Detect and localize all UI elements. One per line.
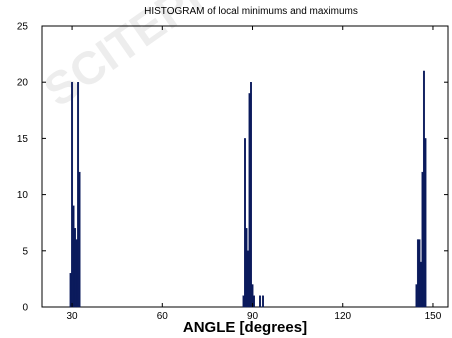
x-tick-label: 30 xyxy=(67,311,79,322)
y-tick-label: 15 xyxy=(17,134,29,145)
histogram-bar xyxy=(74,228,77,308)
watermark-stamp: SCITEPRESS xyxy=(34,0,303,117)
histogram-bar xyxy=(421,171,424,308)
x-axis-label: ANGLE [degrees] xyxy=(183,319,307,336)
histogram-bar xyxy=(69,273,72,308)
histogram-bar xyxy=(253,295,255,308)
x-tick-label: 150 xyxy=(425,311,442,322)
y-tick-label: 0 xyxy=(22,303,28,314)
histogram-bar xyxy=(242,295,245,308)
histogram-bar xyxy=(77,81,80,308)
ticks-layer: 30 60 90 120 150 0 5 10 15 20 25 xyxy=(17,22,448,322)
histogram-bar xyxy=(262,295,264,308)
histogram-bar xyxy=(418,239,421,308)
histogram-bar xyxy=(422,70,425,308)
y-tick-label: 10 xyxy=(17,190,29,201)
x-tick-label: 90 xyxy=(247,311,259,322)
histogram-bar xyxy=(78,171,81,308)
histogram-bar xyxy=(415,284,418,308)
y-tick-label: 20 xyxy=(17,78,29,89)
histogram-bar xyxy=(250,81,252,308)
histogram-bar xyxy=(245,228,248,308)
histogram-bar xyxy=(424,138,427,308)
histogram-bar xyxy=(244,138,246,308)
histogram-bar xyxy=(71,81,74,308)
x-tick-label: 120 xyxy=(334,311,351,322)
bars-layer xyxy=(69,70,427,308)
chart-title: HISTOGRAM of local minimums and maximums xyxy=(144,6,358,17)
histogram-bar xyxy=(72,205,75,308)
histogram-bar xyxy=(75,239,78,308)
histogram-bar xyxy=(416,239,419,308)
svg-text:SCITEPRESS: SCITEPRESS xyxy=(34,0,303,117)
y-tick-label: 5 xyxy=(22,246,28,257)
y-tick-label: 25 xyxy=(17,22,29,33)
histogram-bar xyxy=(419,261,422,308)
histogram-bar xyxy=(248,93,251,308)
histogram-bar xyxy=(259,295,261,308)
x-tick-label: 60 xyxy=(157,311,169,322)
histogram-bar xyxy=(247,250,249,308)
